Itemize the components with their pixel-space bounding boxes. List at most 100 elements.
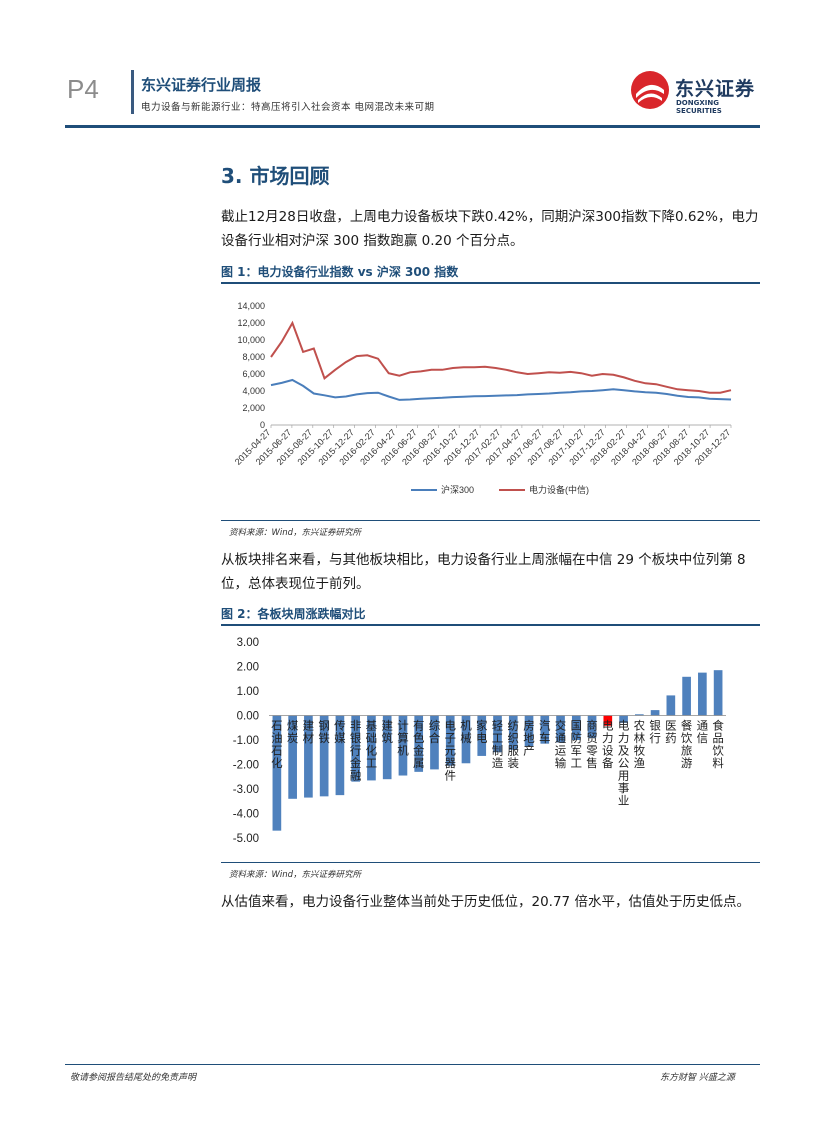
y-tick-label: 3.00 [237,637,259,649]
logo-text-en: DONGXING SECURITIES [676,99,722,115]
bar [634,714,644,716]
page-number: P4 [67,74,99,104]
y-tick-label: -4.00 [233,809,259,821]
y-tick-label: 4,000 [242,386,265,396]
bar [272,715,282,831]
category-label: 机械 [460,719,472,746]
y-tick-label: 12,000 [237,318,265,328]
category-label: 钢铁 [318,719,330,746]
valuation-paragraph: 从估值来看，电力设备行业整体当前处于历史低位，20.77 倍水平，估值处于历史低… [221,894,750,910]
bar [556,715,565,743]
y-tick-label: -1.00 [233,735,259,747]
figure1-top-rule [221,282,760,284]
y-tick-label: 10,000 [237,335,265,345]
y-tick-label: 14,000 [237,301,265,311]
header-rule [65,125,760,128]
category-label: 交通运输 [555,719,567,771]
category-label: 电子元器件 [444,719,456,783]
category-label: 计算机 [397,719,409,758]
category-label: 石油石化 [271,719,283,771]
bar [351,715,361,782]
category-label: 建材 [303,719,315,746]
bar [587,715,597,738]
category-label: 基础化工 [366,719,378,771]
y-tick-label: 2,000 [242,403,265,413]
bar [477,715,487,756]
index-line-chart: 0 2,000 4,000 6,000 8,000 10,000 12,000 14,000 2… [221,286,760,520]
footer-rule [65,1064,760,1065]
y-tick-label: -5.00 [233,833,259,845]
category-label: 有色金属 [413,719,425,771]
company-logo: 东兴证券 DONGXING SECURITIES [630,68,760,115]
bar [414,715,424,772]
category-label: 通信 [697,719,709,746]
category-label: 农林牧渔 [634,719,646,771]
category-label: 国防军工 [571,719,583,771]
logo-text-cn: 东兴证券 [675,78,756,100]
category-label: 建筑 [381,719,393,746]
bar [445,715,455,766]
bar [619,715,628,723]
category-label: 纺织服装 [508,719,520,771]
y-tick-label: 6,000 [242,369,265,379]
bar [288,715,297,799]
report-subtitle: 电力设备与新能源行业：特高压将引入社会资本 电网混改未来可期 [141,102,435,113]
category-label: 非银行金融 [350,719,362,783]
category-label: 电力设备 [602,719,614,771]
figure2-source: 资料来源：Wind，东兴证券研究所 [229,870,362,880]
bar [461,715,471,764]
bar [508,715,518,750]
y-tick-label: -2.00 [233,760,259,772]
figure2-bottom-rule [221,862,760,863]
y-tick-label: 0 [260,420,265,430]
bar [713,670,723,716]
category-label: 银行 [649,719,661,746]
bar [666,695,676,716]
category-label: 电力及公用事业 [618,719,630,808]
figure2-caption: 图 2：各板块周涨跌幅对比 [221,607,366,621]
y-tick-label: -3.00 [233,784,259,796]
logo-emblem-icon [631,71,669,109]
series-line-hs300 [270,378,732,401]
figure1-caption: 图 1：电力设备行业指数 vs 沪深 300 指数 [221,265,459,279]
category-label: 家电 [476,719,488,746]
figure1-source: 资料来源：Wind，东兴证券研究所 [229,528,362,538]
figure2-top-rule [221,624,760,626]
section-heading: 3. 市场回顾 [221,164,330,188]
category-label: 医药 [665,719,677,746]
sector-bar-chart-svg: -5.00 -4.00 -3.00 -2.00 -1.00 0.00 1.00 2.00 3.0… [233,637,726,845]
bar [698,672,707,716]
report-title: 东兴证券行业周报 [141,76,262,94]
bar [493,715,502,753]
market-summary-paragraph: 截止12月28日收盘，上周电力设备板块下跌0.42%，同期沪深300指数下降0.… [221,209,759,249]
sector-ranking-paragraph: 从板块排名来看，与其他板块相比，电力设备行业上周涨幅在中信 29 个板块中位列第… [221,552,746,592]
header-divider [131,70,134,114]
bar [319,715,329,797]
category-label: 综合 [429,719,441,746]
bar [382,715,392,780]
sector-bar-chart: -5.00 -4.00 -3.00 -2.00 -1.00 0.00 1.00 2.00 3.0… [221,628,760,862]
bar [682,676,691,716]
index-line-chart-svg: 02,0004,0006,0008,00010,00012,00014,0002… [233,301,733,495]
category-label: 房地产 [523,719,535,758]
y-tick-label: 1.00 [237,686,259,698]
category-label: 餐饮旅游 [681,719,693,771]
bar [603,715,613,726]
bar [430,715,439,770]
y-tick-label: 8,000 [242,352,265,362]
legend-label: 沪深300 [441,484,474,495]
category-label: 汽车 [539,719,551,746]
bar [304,715,313,798]
bar [650,710,660,716]
y-tick-label: 2.00 [237,662,259,674]
bar [335,715,345,796]
y-tick-label: 0.00 [237,711,259,723]
footer-disclaimer: 敬请参阅报告结尾处的免责声明 [70,1073,197,1083]
bar [367,715,376,781]
category-label: 传媒 [334,719,346,746]
category-label: 轻工制造 [492,719,504,771]
category-label: 煤炭 [287,719,299,746]
bar [571,715,581,740]
legend-label: 电力设备(中信) [529,484,589,495]
figure1-bottom-rule [221,520,760,521]
